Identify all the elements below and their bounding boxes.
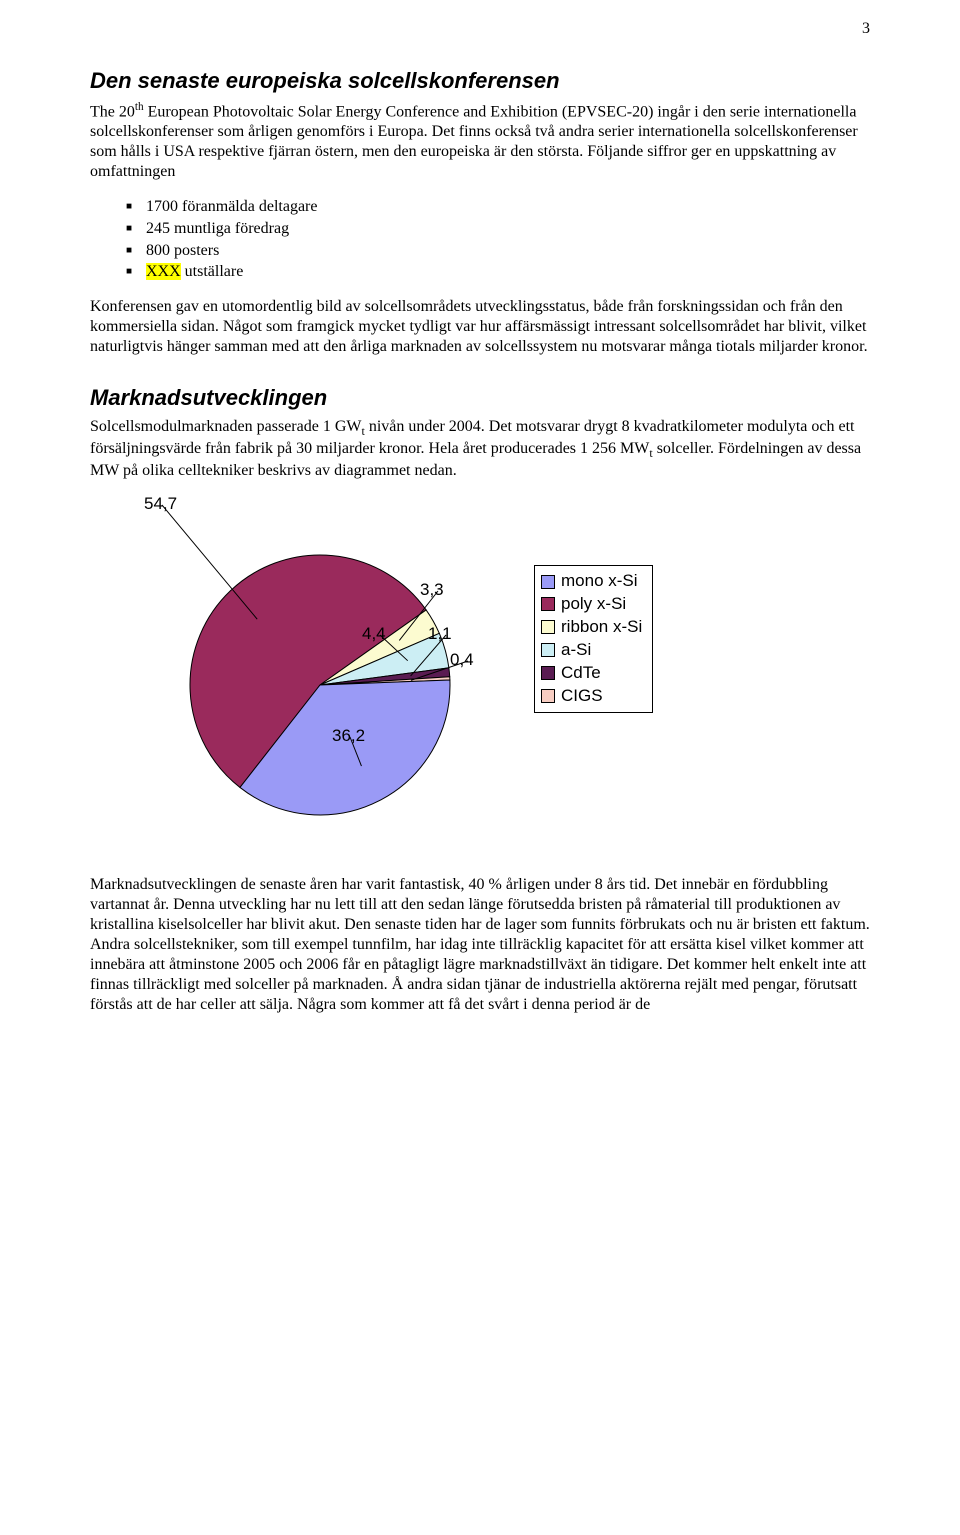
pie-svg: 54,7 3,3 4,4 1,1 0,4 36,2 — [130, 495, 510, 835]
legend-swatch — [541, 666, 555, 680]
text: 245 muntliga föredrag — [146, 220, 289, 237]
legend-item: ribbon x-Si — [541, 616, 642, 639]
heading-conference: Den senaste europeiska solcellskonferens… — [90, 68, 870, 94]
legend-swatch — [541, 575, 555, 589]
list-item: XXX utställare — [90, 261, 870, 283]
legend-label: a-Si — [561, 639, 591, 662]
chart-container: 54,7 3,3 4,4 1,1 0,4 36,2 mono x-Sipoly x-Sir… — [130, 495, 870, 835]
list-item: 1700 föranmälda deltagare — [90, 196, 870, 218]
paragraph-market-intro: Solcellsmodulmarknaden passerade 1 GWt n… — [90, 417, 870, 481]
text: Solcellsmodulmarknaden passerade 1 GW — [90, 418, 361, 435]
text: European Photovoltaic Solar Energy Confe… — [90, 103, 858, 180]
legend-item: mono x-Si — [541, 570, 642, 593]
callout-label: 36,2 — [332, 726, 365, 745]
paragraph-conference-summary: Konferensen gav en utomordentlig bild av… — [90, 297, 870, 357]
pie-chart: 54,7 3,3 4,4 1,1 0,4 36,2 — [130, 495, 510, 835]
list-item: 245 muntliga föredrag — [90, 218, 870, 240]
heading-market: Marknadsutvecklingen — [90, 385, 870, 411]
document-page: 3 Den senaste europeiska solcellskonfere… — [0, 0, 960, 1089]
chart-legend: mono x-Sipoly x-Siribbon x-Sia-SiCdTeCIG… — [534, 565, 653, 713]
callout-line — [162, 505, 257, 619]
text: 800 posters — [146, 242, 219, 259]
legend-swatch — [541, 597, 555, 611]
page-number: 3 — [862, 20, 870, 38]
callout-label: 3,3 — [420, 580, 444, 599]
superscript-th: th — [135, 101, 144, 113]
list-item: 800 posters — [90, 240, 870, 262]
callout-label: 54,7 — [144, 495, 177, 513]
legend-label: CIGS — [561, 685, 603, 708]
legend-label: poly x-Si — [561, 593, 626, 616]
legend-label: ribbon x-Si — [561, 616, 642, 639]
callout-label: 0,4 — [450, 650, 474, 669]
legend-item: poly x-Si — [541, 593, 642, 616]
text: utställare — [181, 263, 244, 280]
paragraph-intro: The 20th European Photovoltaic Solar Ene… — [90, 100, 870, 182]
legend-swatch — [541, 689, 555, 703]
legend-label: CdTe — [561, 662, 601, 685]
callout-label: 4,4 — [362, 624, 386, 643]
bullet-list-stats: 1700 föranmälda deltagare 245 muntliga f… — [90, 196, 870, 282]
callout-label: 1,1 — [428, 624, 452, 643]
legend-label: mono x-Si — [561, 570, 638, 593]
paragraph-market-growth: Marknadsutvecklingen de senaste åren har… — [90, 875, 870, 1015]
legend-swatch — [541, 620, 555, 634]
highlight-text: XXX — [146, 263, 181, 280]
legend-swatch — [541, 643, 555, 657]
text: 1700 föranmälda deltagare — [146, 198, 317, 215]
legend-item: a-Si — [541, 639, 642, 662]
legend-item: CIGS — [541, 685, 642, 708]
text: The 20 — [90, 103, 135, 120]
legend-item: CdTe — [541, 662, 642, 685]
